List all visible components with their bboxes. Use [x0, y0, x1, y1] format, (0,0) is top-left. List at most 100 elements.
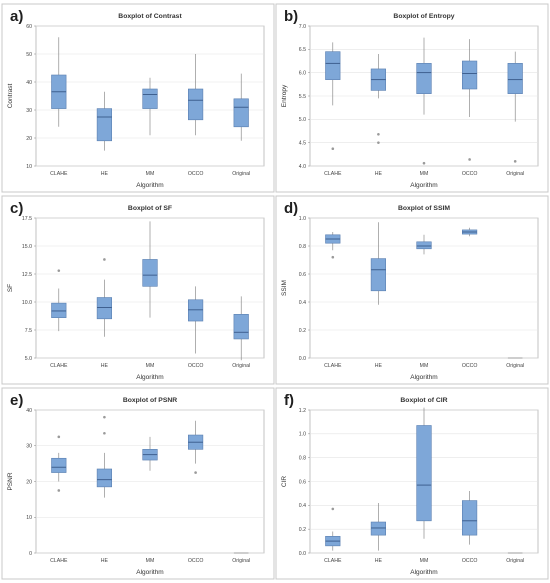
x-tick-label: HE: [101, 558, 109, 564]
outlier-point: [331, 255, 335, 259]
iqr-box: [51, 457, 67, 473]
x-tick-label: HE: [101, 171, 109, 177]
outlier-point: [331, 507, 335, 511]
y-tick-label: 0.6: [299, 272, 306, 278]
y-tick-label: 4.5: [299, 140, 306, 146]
y-axis-label: CIR: [281, 476, 288, 488]
panel-letter: f): [284, 392, 294, 409]
y-tick-label: 0.4: [299, 503, 306, 509]
box-occo: [188, 286, 204, 354]
box-original: [233, 296, 249, 361]
x-tick-label: Original: [506, 558, 524, 564]
outlier-point: [57, 489, 61, 492]
y-tick-label: 30: [26, 444, 32, 450]
iqr-box: [51, 302, 67, 318]
x-axis-label: Algorithm: [136, 374, 163, 381]
y-tick-label: 0.8: [299, 244, 306, 250]
box-he: [370, 502, 386, 551]
y-tick-label: 0.0: [299, 356, 306, 362]
x-axis-label: Algorithm: [410, 374, 437, 381]
y-axis-label: Contrast: [7, 84, 14, 109]
y-tick-label: 10: [26, 515, 32, 521]
x-tick-label: Original: [232, 558, 250, 564]
y-tick-label: 4.0: [299, 164, 306, 170]
chart-title: Boxplot of SSIM: [398, 205, 450, 212]
outlier-point: [468, 158, 471, 161]
y-tick-label: 0.8: [299, 455, 306, 461]
panel-letter: b): [284, 8, 298, 25]
box-occo: [188, 54, 204, 136]
y-tick-label: 5.5: [299, 94, 306, 100]
iqr-box: [142, 88, 158, 109]
outlier-point: [57, 269, 61, 272]
box-original: [233, 73, 249, 141]
y-tick-label: 20: [26, 479, 32, 485]
box-he: [370, 222, 386, 305]
panel-letter: a): [10, 8, 23, 25]
y-tick-label: 1.0: [299, 216, 306, 222]
iqr-box: [370, 258, 386, 292]
box-mm: [416, 234, 432, 255]
x-tick-label: CLAHE: [324, 558, 342, 564]
y-tick-label: 0.0: [299, 551, 306, 557]
box-mm: [416, 37, 432, 165]
x-axis-label: Algorithm: [136, 569, 163, 576]
chart-panel-1: 10 20 30 40 50 60a) Boxplot of Contrast Algorit…: [1, 3, 275, 193]
outlier-point: [422, 161, 426, 165]
y-axis-label: SSIM: [281, 280, 288, 296]
box-he: [370, 54, 386, 144]
x-tick-label: HE: [101, 363, 109, 369]
x-tick-label: Original: [232, 363, 250, 369]
y-tick-label: 0.6: [299, 479, 306, 485]
y-tick-label: 0: [29, 551, 32, 557]
panel-letter: c): [10, 200, 23, 217]
y-tick-label: 10: [26, 164, 32, 170]
box-clahe: [325, 507, 341, 551]
y-tick-label: 1.2: [299, 408, 306, 414]
box-clahe: [51, 269, 67, 332]
iqr-box: [370, 521, 386, 536]
box-clahe: [325, 42, 341, 151]
iqr-box: [507, 63, 523, 94]
box-original: [507, 51, 523, 163]
box-clahe: [51, 37, 67, 127]
x-axis-label: Algorithm: [410, 182, 437, 189]
outlier-point: [331, 147, 335, 151]
y-tick-label: 6.5: [299, 47, 306, 53]
y-axis-label: SF: [7, 284, 14, 292]
iqr-box: [188, 88, 204, 121]
y-tick-label: 5.0: [25, 356, 32, 362]
outlier-point: [57, 435, 61, 439]
y-tick-label: 40: [26, 408, 32, 414]
box-mm: [416, 407, 432, 539]
y-tick-label: 20: [26, 136, 32, 142]
x-tick-label: HE: [375, 171, 383, 177]
x-tick-label: MM: [420, 171, 429, 177]
x-tick-label: OCCO: [462, 363, 478, 369]
x-tick-label: CLAHE: [50, 363, 68, 369]
x-tick-label: CLAHE: [50, 171, 68, 177]
chart-panel-5: 0 10 20 30 40e) Boxplot of PSNR Algorithm PSNR C…: [1, 387, 275, 580]
x-tick-label: MM: [420, 558, 429, 564]
chart-title: Boxplot of PSNR: [123, 397, 177, 404]
iqr-box: [142, 259, 158, 287]
x-axis-label: Algorithm: [136, 182, 163, 189]
chart-title: Boxplot of Contrast: [118, 13, 182, 20]
y-tick-label: 30: [26, 108, 32, 114]
y-tick-label: 0.2: [299, 527, 306, 533]
iqr-box: [416, 63, 432, 94]
y-tick-label: 1.0: [299, 432, 306, 438]
x-tick-label: MM: [146, 558, 155, 564]
x-tick-label: CLAHE: [324, 363, 342, 369]
iqr-box: [96, 468, 112, 488]
outlier-point: [103, 258, 106, 261]
outlier-point: [103, 415, 106, 419]
y-tick-label: 0.4: [299, 300, 306, 306]
iqr-box: [96, 297, 112, 320]
box-clahe: [51, 435, 67, 492]
x-tick-label: Original: [506, 363, 524, 369]
box-he: [96, 91, 112, 151]
chart-panel-3: 5.0 7.5 10.0 12.5 15.0 17.5c) Boxplot of SF Alg…: [1, 195, 275, 385]
box-mm: [142, 436, 158, 471]
box-mm: [142, 77, 158, 136]
